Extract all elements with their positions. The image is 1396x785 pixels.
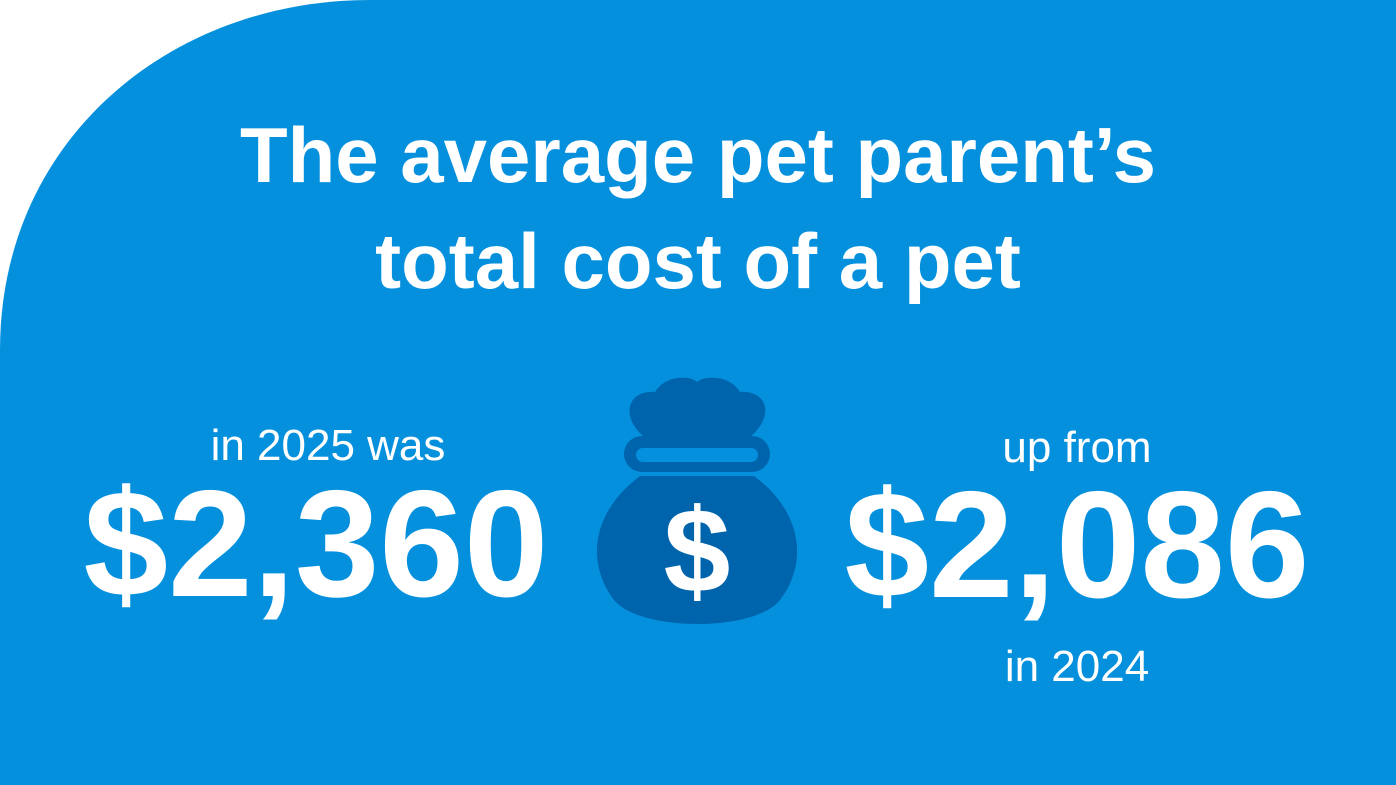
previous-year-label: in 2024 xyxy=(1005,642,1149,691)
bag-band-inner xyxy=(636,448,758,462)
bag-knot xyxy=(629,377,766,440)
previous-amount: $2,086 xyxy=(845,460,1310,630)
current-amount: $2,360 xyxy=(84,459,549,629)
bag-symbol: $ xyxy=(664,484,731,618)
money-bag-icon xyxy=(596,377,798,624)
title-line: total cost of a pet xyxy=(375,217,1021,305)
current-label: in 2025 was xyxy=(211,421,446,470)
previous-label: up from xyxy=(1002,423,1151,472)
title-line: The average pet parent’s xyxy=(240,111,1156,199)
bag-body xyxy=(596,476,798,624)
